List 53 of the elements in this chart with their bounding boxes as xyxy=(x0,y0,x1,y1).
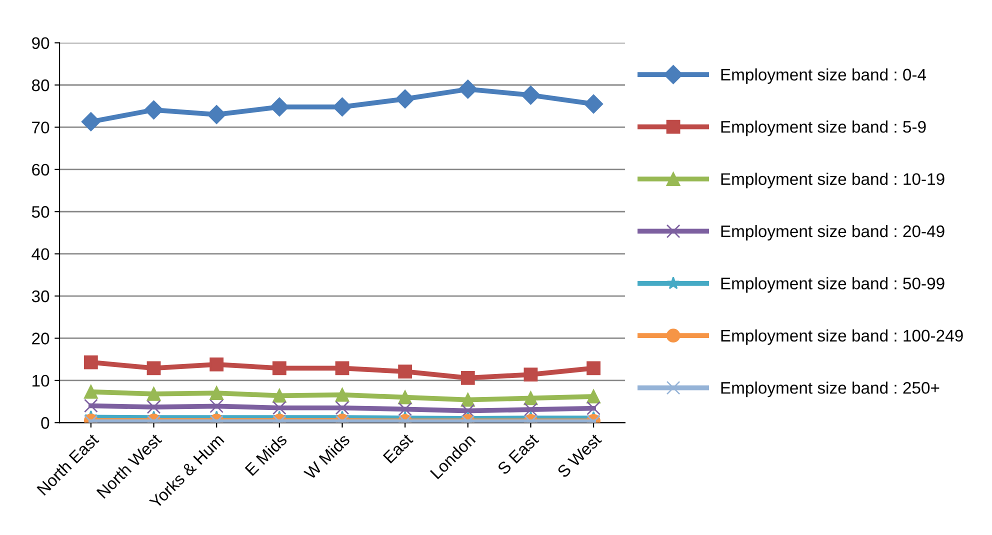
legend-label: Employment size band : 50-99 xyxy=(721,277,944,293)
point xyxy=(272,361,286,376)
point xyxy=(84,398,98,413)
point xyxy=(521,86,540,105)
legend-label: Employment size band : 20-49 xyxy=(721,224,944,240)
point xyxy=(586,361,600,376)
y-tick-label: 10 xyxy=(32,374,50,387)
legend-label: Employment size band : 0-4 xyxy=(721,68,926,84)
point xyxy=(460,404,475,418)
y-tick-label: 40 xyxy=(32,248,50,260)
point xyxy=(332,97,352,116)
point xyxy=(210,357,224,372)
y-tick-label: 90 xyxy=(32,37,50,50)
y-tick-label: 60 xyxy=(32,164,50,176)
point xyxy=(84,384,98,399)
point xyxy=(396,89,415,108)
y-tick-label: 30 xyxy=(32,290,50,302)
point xyxy=(398,364,412,379)
point xyxy=(586,401,600,416)
point xyxy=(207,105,226,124)
y-tick-label: 0 xyxy=(41,417,50,429)
y-tick-label: 70 xyxy=(32,122,50,134)
legend-label: Employment size band : 250+ xyxy=(721,382,940,398)
point xyxy=(272,388,286,403)
point xyxy=(335,388,350,402)
point xyxy=(272,400,286,415)
point xyxy=(84,355,98,370)
point xyxy=(398,390,412,404)
point xyxy=(524,402,538,417)
point xyxy=(460,370,475,385)
y-tick-label: 50 xyxy=(32,206,50,218)
point xyxy=(335,400,350,415)
y-tick-label: 80 xyxy=(32,79,50,92)
point xyxy=(146,387,161,401)
point xyxy=(524,391,538,406)
point xyxy=(584,94,604,114)
point xyxy=(458,80,478,99)
point xyxy=(460,392,475,407)
point xyxy=(586,390,600,404)
point xyxy=(524,368,538,382)
point xyxy=(146,400,161,414)
legend-label: Employment size band : 5-9 xyxy=(721,120,926,136)
y-tick-label: 20 xyxy=(32,332,50,344)
point xyxy=(144,100,164,120)
legend-label: Employment size band : 10-19 xyxy=(721,172,944,188)
point xyxy=(146,361,161,376)
point xyxy=(210,386,224,400)
point xyxy=(335,361,350,376)
point xyxy=(270,97,289,116)
point xyxy=(210,399,224,414)
point xyxy=(398,402,412,416)
point xyxy=(81,112,100,132)
legend-label: Employment size band : 100-249 xyxy=(721,329,963,345)
